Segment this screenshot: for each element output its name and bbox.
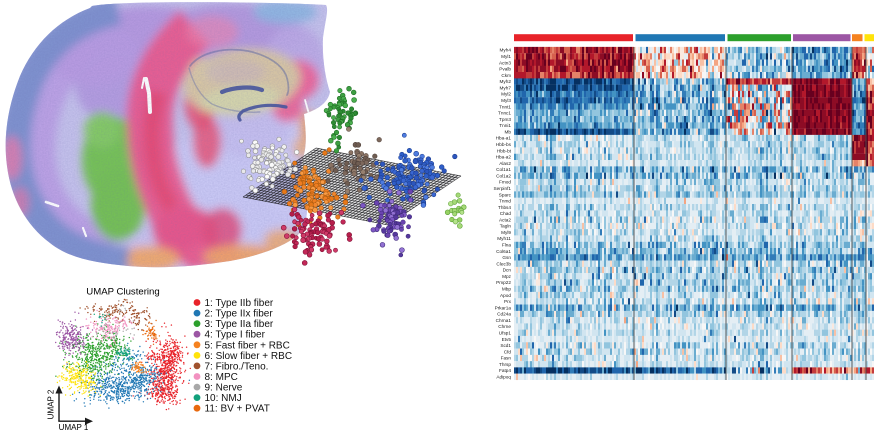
svg-text:Alas2: Alas2 [499, 161, 511, 166]
svg-text:Hba-a2: Hba-a2 [496, 155, 512, 160]
svg-text:Tpm3: Tpm3 [499, 117, 511, 122]
svg-text:Myl1: Myl1 [501, 54, 511, 59]
svg-text:Col1a2: Col1a2 [496, 173, 511, 178]
svg-text:Tnmd: Tnmd [499, 199, 511, 204]
svg-text:Pmp22: Pmp22 [496, 280, 511, 285]
svg-text:7: Fibro./Teno.: 7: Fibro./Teno. [205, 361, 269, 372]
svg-text:Thbs4: Thbs4 [498, 205, 511, 210]
svg-text:Cd24a: Cd24a [497, 312, 511, 317]
svg-text:Col6a1: Col6a1 [496, 249, 511, 254]
svg-text:Myh4: Myh4 [500, 48, 512, 53]
svg-text:Actn3: Actn3 [499, 60, 511, 65]
svg-text:Chrne: Chrne [498, 324, 511, 329]
svg-text:8: MPC: 8: MPC [205, 372, 238, 383]
svg-text:UMAP Clustering: UMAP Clustering [86, 287, 159, 298]
svg-text:Tnni1: Tnni1 [499, 123, 511, 128]
svg-text:UMAP 1: UMAP 1 [59, 423, 89, 432]
svg-text:Flna: Flna [502, 243, 512, 248]
svg-text:Mb: Mb [504, 129, 511, 134]
svg-text:UMAP 2: UMAP 2 [47, 389, 56, 419]
svg-text:Hba-a1: Hba-a1 [496, 136, 512, 141]
svg-text:Chad: Chad [500, 211, 512, 216]
svg-text:10: NMJ: 10: NMJ [205, 393, 242, 404]
svg-text:Hbb-bt: Hbb-bt [497, 148, 512, 153]
svg-text:2: Type IIx fiber: 2: Type IIx fiber [205, 309, 274, 320]
svg-text:3: Type IIa fiber: 3: Type IIa fiber [205, 319, 274, 330]
svg-text:11: BV + PVAT: 11: BV + PVAT [205, 404, 270, 415]
svg-text:Mbp: Mbp [502, 287, 512, 292]
svg-text:Scd1: Scd1 [500, 343, 511, 348]
svg-text:Ufsp1: Ufsp1 [499, 331, 512, 336]
svg-text:Etv5: Etv5 [502, 337, 512, 342]
svg-text:Fatp4: Fatp4 [499, 368, 511, 373]
svg-text:Fmod: Fmod [499, 180, 511, 185]
svg-text:6: Slow fiber + RBC: 6: Slow fiber + RBC [205, 351, 293, 362]
svg-text:9: Nerve: 9: Nerve [205, 383, 243, 394]
svg-text:Adipoq: Adipoq [496, 375, 511, 380]
svg-text:Mpz: Mpz [502, 274, 512, 279]
svg-text:Tnnc1: Tnnc1 [498, 111, 511, 116]
svg-text:Myh2: Myh2 [500, 79, 512, 84]
svg-text:Clec3b: Clec3b [496, 261, 511, 266]
svg-text:Cfd: Cfd [504, 349, 512, 354]
svg-text:Prx: Prx [504, 299, 512, 304]
svg-text:Tnnt1: Tnnt1 [499, 104, 511, 109]
svg-text:Myh7: Myh7 [500, 85, 512, 90]
svg-text:Hbb-bs: Hbb-bs [496, 142, 512, 147]
svg-text:Chrna1: Chrna1 [496, 318, 512, 323]
svg-text:Acta2: Acta2 [499, 217, 511, 222]
svg-text:Myh11: Myh11 [497, 236, 511, 241]
svg-text:Fasn: Fasn [501, 356, 512, 361]
svg-text:Tagln: Tagln [500, 224, 512, 229]
svg-text:Ckm: Ckm [501, 73, 511, 78]
svg-text:Col1a1: Col1a1 [496, 167, 511, 172]
svg-text:Dcn: Dcn [503, 268, 512, 273]
svg-text:Gsn: Gsn [502, 255, 511, 260]
svg-text:Myl2: Myl2 [501, 92, 511, 97]
svg-text:5: Fast fiber + RBC: 5: Fast fiber + RBC [205, 340, 290, 351]
svg-text:Serpinf1: Serpinf1 [494, 186, 512, 191]
svg-text:Thrsp: Thrsp [499, 362, 511, 367]
svg-text:4: Type I fiber: 4: Type I fiber [205, 330, 266, 341]
svg-text:Prkar1a: Prkar1a [495, 305, 512, 310]
svg-text:Sparc: Sparc [499, 192, 512, 197]
svg-text:Myl3: Myl3 [501, 98, 511, 103]
svg-text:Apod: Apod [500, 293, 511, 298]
svg-text:1: Type IIb fiber: 1: Type IIb fiber [205, 298, 274, 309]
svg-text:Myl9: Myl9 [501, 230, 511, 235]
svg-text:Pvalb: Pvalb [499, 67, 511, 72]
